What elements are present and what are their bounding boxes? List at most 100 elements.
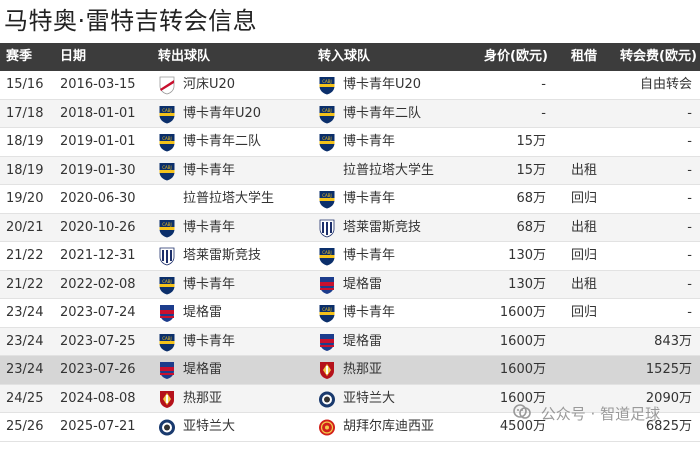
season-cell: 21/22 bbox=[6, 276, 44, 292]
date-cell: 2023-07-24 bbox=[60, 305, 136, 320]
svg-text:CABJ: CABJ bbox=[162, 136, 171, 141]
fee-cell: 6825万 bbox=[645, 419, 692, 434]
table-row: 21/22 2021-12-31 塔莱雷斯竞技 博卡青年 130万 回归 - CABJ bbox=[0, 242, 700, 271]
svg-text:CABJ: CABJ bbox=[322, 79, 331, 84]
boca-juniors-badge-icon: CABJ bbox=[158, 276, 176, 295]
season-cell: 23/24 bbox=[6, 333, 44, 349]
svg-text:CABJ: CABJ bbox=[322, 108, 331, 113]
boca-juniors-badge-icon: CABJ bbox=[318, 190, 336, 209]
date-cell: 2023-07-25 bbox=[60, 333, 136, 349]
fee-cell: 843万 bbox=[654, 333, 692, 349]
table-row: 17/18 2018-01-01 博卡青年U20 博卡青年二队 - - CABJ CABJ bbox=[0, 99, 700, 128]
transfer-table-body: 15/16 2016-03-15 河床U20 博卡青年U20- 自由转会 CABJ 17/1… bbox=[0, 71, 700, 442]
watermark-text: 公众号 · 智道足球 bbox=[540, 405, 661, 423]
loan-cell: 回归 bbox=[571, 191, 598, 206]
season-cell: 23/24 bbox=[6, 362, 44, 377]
fee-cell: - bbox=[687, 191, 692, 206]
tigre-badge-icon bbox=[158, 304, 176, 323]
to-club-cell: 博卡青年 bbox=[343, 248, 396, 263]
season-cell: 19/20 bbox=[6, 191, 44, 206]
date-cell: 2018-01-01 bbox=[60, 105, 136, 121]
from-club-cell: 拉普拉塔大学生 bbox=[183, 191, 275, 206]
loan-cell: 回归 bbox=[571, 248, 598, 263]
tigre-badge-icon bbox=[318, 333, 336, 352]
value-cell: 130万 bbox=[508, 248, 546, 263]
to-club-cell: 胡拜尔库迪西亚 bbox=[343, 419, 435, 434]
date-cell: 2022-02-08 bbox=[60, 276, 136, 292]
from-club-cell: 博卡青年 bbox=[183, 219, 236, 235]
date-cell: 2023-07-26 bbox=[60, 362, 136, 377]
from-club-cell: 博卡青年 bbox=[183, 276, 236, 292]
fee-cell: - bbox=[687, 219, 692, 235]
season-cell: 18/19 bbox=[6, 134, 44, 149]
season-cell: 21/22 bbox=[6, 248, 44, 263]
table-row: 15/16 2016-03-15 河床U20 博卡青年U20 - 自由转会 CABJ bbox=[0, 71, 700, 100]
to-club-cell: 博卡青年 bbox=[343, 305, 396, 320]
date-cell: 2025-07-21 bbox=[60, 419, 136, 434]
value-cell: 130万 bbox=[508, 276, 546, 292]
from-club-cell: 博卡青年U20 bbox=[183, 105, 262, 121]
atalanta-badge-icon bbox=[318, 390, 336, 409]
season-cell: 17/18 bbox=[6, 105, 44, 121]
from-club-cell: 热那亚 bbox=[183, 390, 223, 406]
season-cell: 18/19 bbox=[6, 162, 44, 178]
table-header: 赛季 日期 转出球队 转入球队 身价(欧元) 租借 转会费(欧元) bbox=[0, 43, 700, 71]
value-cell: 15万 bbox=[516, 134, 546, 149]
table-row: 18/19 2019-01-30 博卡青年 拉普拉塔大学生 15万 出租 - CABJ bbox=[0, 156, 700, 185]
svg-text:CABJ: CABJ bbox=[322, 136, 331, 141]
table-row: 19/20 2020-06-30 拉普拉塔大学生 博卡青年 68万 回归 - CABJ bbox=[0, 185, 700, 214]
loan-cell: 出租 bbox=[571, 219, 598, 235]
svg-text:CABJ: CABJ bbox=[162, 165, 171, 170]
to-club-cell: 热那亚 bbox=[343, 362, 383, 377]
boca-juniors-badge-icon: CABJ bbox=[158, 333, 176, 352]
boca-juniors-badge-icon: CABJ bbox=[158, 105, 176, 124]
to-club-cell: 堤格雷 bbox=[343, 276, 383, 292]
loan-cell: 出租 bbox=[571, 162, 598, 178]
header-value: 身价(欧元) bbox=[484, 49, 548, 64]
season-cell: 25/26 bbox=[6, 419, 44, 434]
date-cell: 2016-03-15 bbox=[60, 77, 136, 92]
table-row: 18/19 2019-01-01 博卡青年二队 博卡青年 15万 - CABJ CABJ bbox=[0, 128, 700, 157]
from-club-cell: 亚特兰大 bbox=[183, 419, 236, 434]
from-club-cell: 河床U20 bbox=[183, 77, 236, 92]
svg-text:CABJ: CABJ bbox=[322, 250, 331, 255]
table-row: 25/26 2025-07-21 亚特兰大 胡拜尔库迪西亚 4500万 6825万 bbox=[0, 413, 700, 442]
value-cell: 1600万 bbox=[499, 333, 546, 349]
from-club-cell: 塔莱雷斯竞技 bbox=[183, 248, 262, 263]
header-to-club: 转入球队 bbox=[318, 49, 371, 64]
table-row: 23/24 2023-07-24 堤格雷 博卡青年 1600万 回归 - CABJ bbox=[0, 299, 700, 328]
to-club-cell: 博卡青年 bbox=[343, 191, 396, 206]
boca-juniors-badge-icon: CABJ bbox=[318, 247, 336, 266]
to-club-cell: 博卡青年二队 bbox=[343, 105, 422, 121]
boca-juniors-badge-icon: CABJ bbox=[318, 105, 336, 124]
fee-cell: 1525万 bbox=[645, 362, 692, 377]
wechat-official-account-icon bbox=[512, 403, 532, 424]
value-cell: 4500万 bbox=[499, 419, 546, 434]
date-cell: 2020-06-30 bbox=[60, 191, 136, 206]
fee-cell: 自由转会 bbox=[639, 77, 692, 92]
fee-cell: - bbox=[687, 162, 692, 178]
boca-juniors-badge-icon: CABJ bbox=[158, 162, 176, 181]
svg-text:CABJ: CABJ bbox=[162, 222, 171, 227]
river-plate-badge-icon bbox=[158, 76, 176, 95]
from-club-cell: 博卡青年 bbox=[183, 162, 236, 178]
header-date: 日期 bbox=[60, 49, 87, 64]
to-club-cell: 博卡青年 bbox=[343, 134, 396, 149]
from-club-cell: 堤格雷 bbox=[183, 362, 223, 377]
value-cell: 68万 bbox=[516, 219, 546, 235]
boca-juniors-badge-icon: CABJ bbox=[318, 304, 336, 323]
atalanta-badge-icon bbox=[158, 418, 176, 437]
value-cell: 68万 bbox=[516, 191, 546, 206]
value-cell: 1600万 bbox=[499, 305, 546, 320]
season-cell: 24/25 bbox=[6, 390, 44, 406]
header-from-club: 转出球队 bbox=[158, 49, 211, 64]
date-cell: 2024-08-08 bbox=[60, 390, 136, 406]
value-cell: - bbox=[541, 77, 546, 92]
value-cell: 1600万 bbox=[499, 390, 546, 406]
season-cell: 20/21 bbox=[6, 219, 44, 235]
boca-juniors-badge-icon: CABJ bbox=[318, 76, 336, 95]
svg-text:CABJ: CABJ bbox=[162, 279, 171, 284]
talleres-badge-icon bbox=[158, 247, 176, 266]
from-club-cell: 博卡青年二队 bbox=[183, 134, 262, 149]
season-cell: 23/24 bbox=[6, 305, 44, 320]
